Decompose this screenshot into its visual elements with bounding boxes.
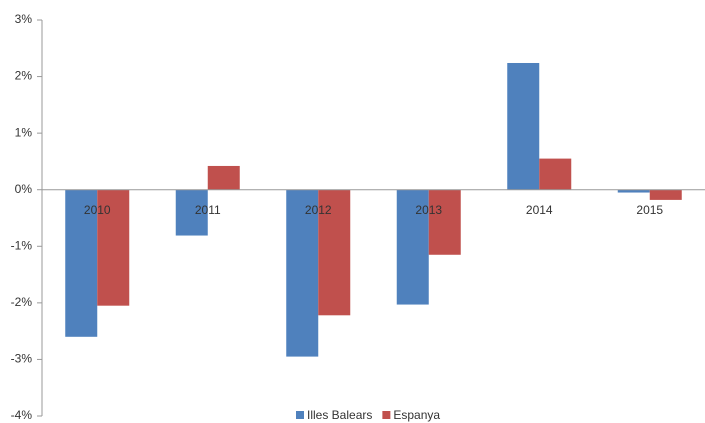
legend-label: Illes Balears: [307, 408, 372, 422]
x-tick-label: 2011: [195, 203, 221, 217]
bar: [318, 189, 351, 316]
bar: [507, 62, 540, 190]
x-tick-label: 2013: [415, 203, 442, 217]
bar: [539, 158, 572, 190]
x-tick-label: 2010: [84, 203, 111, 217]
x-tick-label: 2015: [636, 203, 663, 217]
bar: [286, 189, 319, 357]
y-tick-label: -1%: [11, 238, 33, 252]
legend-swatch: [382, 411, 391, 419]
y-tick-label: -4%: [11, 408, 33, 422]
bar: [396, 189, 429, 305]
x-tick-label: 2012: [305, 203, 332, 217]
y-tick-label: 0%: [15, 182, 33, 196]
y-tick-label: 1%: [15, 125, 33, 139]
y-tick-label: -2%: [11, 295, 33, 309]
y-tick-label: 3%: [15, 12, 33, 26]
bar: [175, 189, 208, 236]
bar: [207, 165, 240, 190]
bar: [65, 189, 98, 337]
y-tick-label: 2%: [15, 69, 33, 83]
bar: [649, 189, 682, 200]
x-tick-label: 2014: [526, 203, 553, 217]
bar: [428, 189, 461, 255]
bar: [617, 189, 650, 193]
y-tick-label: -3%: [11, 352, 33, 366]
bar: [97, 189, 130, 306]
legend-label: Espanya: [393, 408, 440, 422]
legend-swatch: [296, 411, 304, 419]
